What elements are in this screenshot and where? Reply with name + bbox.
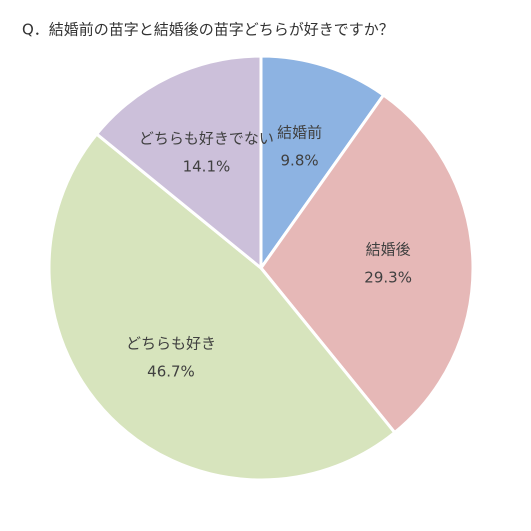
- slice-value-label: 46.7%: [147, 362, 195, 380]
- slice-label: 結婚後: [366, 240, 411, 258]
- slice-label: どちらも好きでない: [139, 130, 274, 148]
- pie-slice: [259, 54, 386, 273]
- slice-value-label: 9.8%: [281, 151, 319, 169]
- chart-title: Q．結婚前の苗字と結婚後の苗字どちらが好きですか？: [22, 21, 394, 39]
- pie-slice: [47, 131, 397, 482]
- pie-slice: [259, 92, 475, 435]
- slice-value-label: 14.1%: [183, 158, 231, 176]
- slice-label: 結婚前: [277, 123, 322, 141]
- slice-value-label: 29.3%: [364, 268, 412, 286]
- pie-slice: [94, 54, 263, 272]
- slice-label: どちらも好き: [126, 334, 216, 352]
